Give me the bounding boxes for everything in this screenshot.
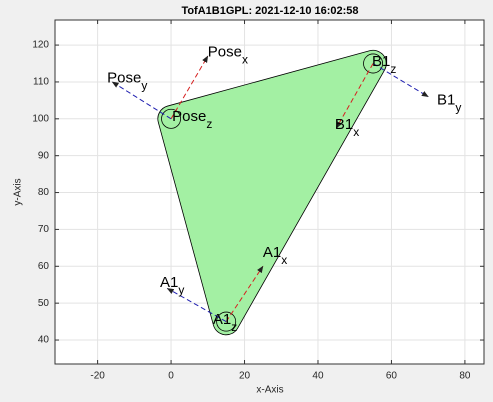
frame-label: A1x: [263, 244, 287, 267]
frame-label: B1z: [372, 53, 396, 76]
frame-name: A1: [263, 244, 281, 261]
axis-subscript: y: [141, 78, 147, 92]
x-tick-label: 40: [312, 371, 324, 382]
frame-label: A1y: [160, 274, 184, 297]
x-tick-label: 0: [168, 371, 174, 382]
y-tick-label: 90: [38, 150, 50, 161]
frame-x-axis: [170, 55, 209, 120]
y-tick-label: 100: [32, 113, 49, 124]
frame-label: B1x: [335, 116, 359, 139]
hull: [157, 49, 387, 336]
axis-subscript: x: [353, 125, 359, 139]
frame-x-axis: [225, 265, 264, 322]
y-tick-label: 70: [38, 224, 50, 235]
y-axis-label: y-Axis: [13, 178, 24, 205]
y-tick-label: 60: [38, 261, 50, 272]
y-tick-label: 80: [38, 187, 50, 198]
frame-name: Pose: [107, 69, 141, 86]
axis-subscript: z: [206, 117, 212, 131]
frame-name: A1: [213, 311, 231, 328]
axis-subscript: z: [390, 62, 396, 76]
frame-name: B1: [437, 91, 455, 108]
frame-label: A1z: [213, 311, 237, 334]
axis-subscript: y: [455, 101, 461, 115]
frame-label: Posex: [208, 43, 248, 66]
frame-origin: [363, 53, 384, 74]
frame-name: B1: [372, 53, 390, 70]
x-axis-label: x-Axis: [256, 385, 283, 396]
x-tick-label: 80: [459, 371, 471, 382]
frame-y-axis: [111, 81, 172, 120]
frame-y-axis: [166, 287, 227, 323]
axis-subscript: x: [242, 53, 248, 67]
axis-subscript: x: [281, 253, 287, 267]
frame-name: A1: [160, 274, 178, 291]
y-tick-label: 40: [38, 335, 50, 346]
axis-subscript: y: [178, 283, 184, 297]
frame-y-axis: [372, 63, 429, 98]
x-tick-label: 60: [386, 371, 398, 382]
frame-label: B1y: [437, 91, 461, 114]
y-tick-label: 120: [32, 40, 49, 51]
frame-x-axis: [335, 63, 374, 129]
frame-label: Posey: [107, 69, 147, 92]
x-tick-label: 20: [239, 371, 251, 382]
frame-name: Pose: [208, 43, 242, 60]
frame-origin: [161, 108, 182, 129]
frame-origin: [216, 311, 237, 332]
x-tick-label: -20: [90, 371, 105, 382]
y-tick-label: 50: [38, 298, 50, 309]
axis-subscript: z: [231, 320, 237, 334]
frame-label: Posez: [172, 108, 212, 131]
plot-frame: [54, 19, 485, 365]
chart-title: TofA1B1GPL: 2021-12-10 16:02:58: [181, 5, 358, 17]
frame-name: Pose: [172, 108, 206, 125]
y-tick-label: 110: [33, 77, 49, 88]
frame-name: B1: [335, 116, 353, 133]
